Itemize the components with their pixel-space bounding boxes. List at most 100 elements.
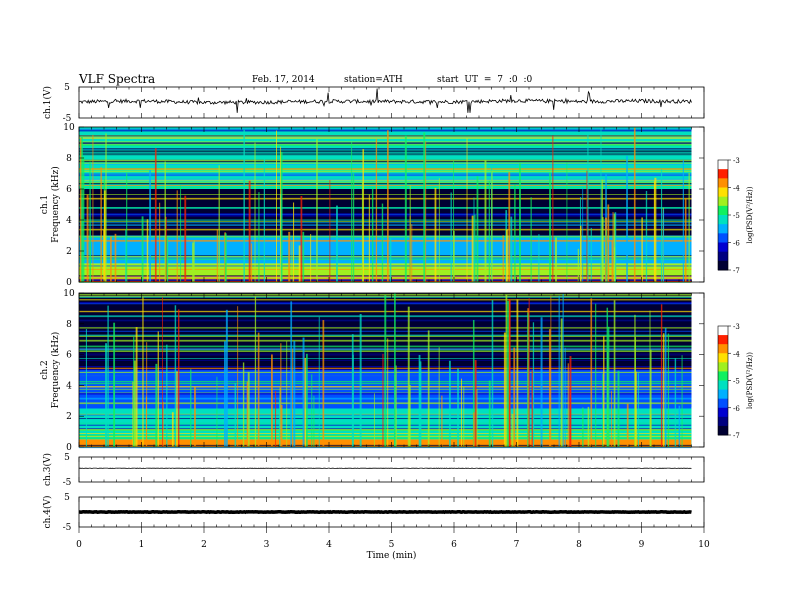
sferic-event	[650, 349, 652, 447]
y-axis-label: ch.2	[40, 360, 50, 379]
spectrum-line	[79, 219, 692, 221]
y-axis-label: ch.1(V)	[42, 86, 53, 119]
sferic-event	[425, 141, 427, 282]
spectrum-line	[79, 224, 692, 226]
spectrum-line	[79, 258, 692, 260]
spectrum-line	[79, 128, 692, 130]
sferic-event	[146, 219, 149, 282]
colorbar-swatch	[718, 215, 728, 218]
sferic-event	[85, 328, 87, 447]
colorbar-swatch	[718, 355, 728, 358]
sferic-event	[606, 307, 609, 447]
sferic-event	[100, 167, 102, 282]
spectrum-line	[79, 215, 692, 218]
colorbar-swatch	[718, 161, 728, 165]
spectrum-line	[79, 255, 692, 258]
sferic-event	[302, 337, 305, 447]
sferic-event	[453, 230, 455, 282]
spectrum-line	[79, 217, 692, 220]
spectrum-line	[79, 160, 692, 163]
colorbar-swatch	[718, 226, 728, 229]
sferic-event	[193, 240, 195, 282]
sferic-event	[134, 360, 136, 447]
colorbar-swatch	[718, 191, 728, 194]
sferic-event	[617, 370, 620, 447]
sferic-event	[145, 396, 147, 447]
sferic-event	[154, 148, 157, 282]
sferic-event	[626, 155, 628, 282]
colorbar-swatch	[718, 182, 728, 185]
sferic-event	[310, 234, 312, 282]
sferic-event	[654, 177, 657, 282]
sferic-event	[164, 161, 166, 282]
sferic-event	[605, 229, 607, 282]
colorbar-swatch	[718, 429, 728, 432]
colorbar-tick-label: -3	[733, 157, 740, 165]
spectrum-line	[79, 181, 692, 183]
y-tick-label: 10	[63, 123, 75, 133]
colorbar-tick-label: -6	[733, 405, 740, 413]
spectrum-line	[79, 150, 692, 152]
y-tick-label: 8	[66, 320, 72, 330]
sferic-event	[92, 134, 94, 282]
sferic-event	[246, 381, 249, 447]
sferic-event	[248, 180, 251, 282]
colorbar-swatch	[718, 251, 728, 254]
colorbar-swatch	[718, 249, 728, 253]
ch1-waveform-panel: 5 -5 ch.1(V)	[42, 83, 705, 124]
colorbar-swatch	[718, 373, 728, 376]
sferic-event	[564, 347, 566, 447]
y-axis-label: ch.4(V)	[42, 496, 53, 529]
colorbar-swatch	[718, 382, 728, 385]
colorbar-swatch	[718, 244, 728, 247]
spectrum-line	[79, 446, 692, 449]
sferic-event	[582, 407, 584, 447]
colorbar-swatch	[718, 196, 728, 199]
y-tick-label: -5	[63, 523, 72, 533]
spectrum-line	[79, 179, 692, 181]
no-data-region	[691, 127, 704, 282]
colorbar-swatch	[718, 358, 728, 362]
colorbar-swatch	[718, 375, 728, 378]
sferic-event	[562, 293, 564, 447]
sferic-event	[582, 187, 584, 282]
sferic-event	[613, 213, 616, 282]
sferic-event	[450, 192, 452, 282]
sferic-event	[329, 180, 331, 282]
sferic-event	[660, 169, 663, 282]
y-tick-label: 8	[66, 154, 72, 164]
sferic-event	[660, 304, 663, 447]
colorbar-swatch	[718, 165, 728, 168]
no-data-region	[691, 293, 704, 447]
ch3-waveform-panel: 5 -5 ch.3(V)	[42, 453, 705, 488]
y-tick-label: 10	[63, 289, 75, 299]
x-tick-label: 4	[326, 540, 332, 550]
colorbar-swatch	[718, 345, 728, 349]
sferic-event	[649, 310, 651, 447]
colorbar-swatch	[718, 422, 728, 425]
sferic-event	[577, 248, 579, 282]
sferic-event	[488, 380, 491, 447]
sferic-event	[316, 139, 318, 282]
sferic-event	[258, 192, 260, 282]
sferic-event	[503, 332, 506, 447]
colorbar-swatch	[718, 391, 728, 394]
sferic-event	[595, 303, 597, 447]
sferic-event	[280, 146, 282, 282]
sferic-event	[171, 412, 174, 447]
colorbar-tick-label: -5	[733, 212, 740, 220]
ch1-spectrogram-panel: 0 2 4 6 8 10 ch.1 Frequency (kHz)	[40, 123, 705, 288]
spectrum-line	[79, 222, 692, 224]
sferic-event	[558, 295, 560, 447]
colorbar-swatch	[718, 240, 728, 243]
sferic-event	[275, 390, 277, 447]
sferic-event	[427, 330, 430, 447]
x-axis-label: Time (min)	[367, 550, 417, 561]
sferic-event	[466, 138, 468, 282]
colorbar-swatch	[718, 237, 728, 240]
spectrum-line	[79, 235, 692, 237]
colorbar-swatch	[718, 268, 728, 271]
colorbar-swatch	[718, 376, 728, 380]
sferic-event	[311, 374, 313, 447]
sferic-event	[113, 375, 115, 447]
